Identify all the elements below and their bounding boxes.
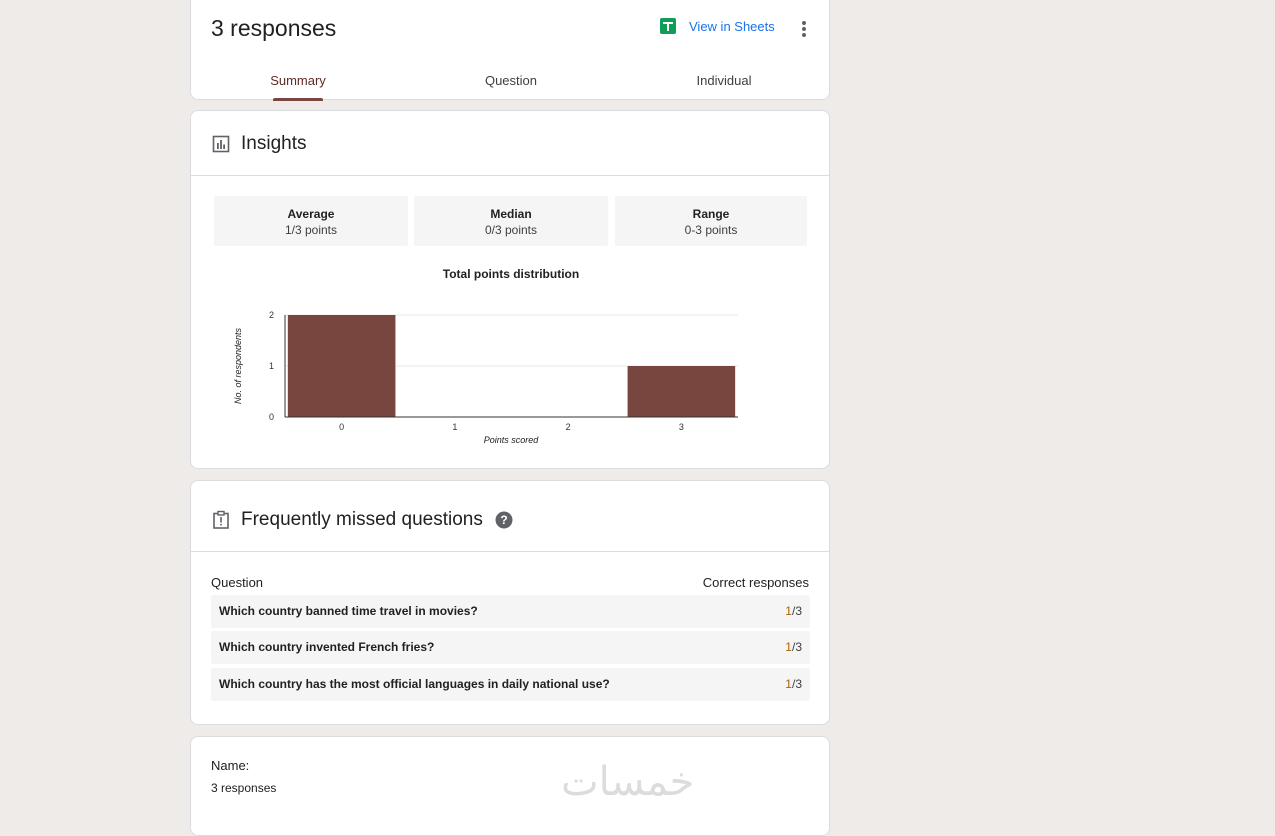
total-count: /3: [791, 640, 802, 654]
correct-count: 1: [785, 604, 792, 618]
insights-header: Insights: [211, 133, 306, 155]
column-correct-header: Correct responses: [702, 575, 809, 590]
chart-bar: [627, 366, 736, 417]
tab-individual[interactable]: Individual: [696, 73, 752, 88]
tab-question[interactable]: Question: [484, 73, 538, 88]
chart-y-tick-label: 0: [269, 412, 274, 422]
chart-title: Total points distribution: [443, 267, 579, 281]
stat-average: Average 1/3 points: [214, 196, 408, 246]
correct-count: 1: [785, 677, 792, 691]
frequently-missed-card: Frequently missed questions ? Question C…: [190, 480, 830, 725]
view-in-sheets-link[interactable]: View in Sheets: [659, 17, 775, 35]
chart-x-tick-label: 3: [679, 422, 684, 432]
chart-y-tick-label: 2: [269, 310, 274, 320]
svg-text:?: ?: [500, 513, 507, 527]
tab-summary[interactable]: Summary: [270, 73, 326, 88]
name-response-count: 3 responses: [211, 781, 277, 795]
stat-median-value: 0/3 points: [484, 223, 538, 237]
insights-card: Insights Average 1/3 points Median 0/3 p…: [190, 110, 830, 469]
missed-question-row: Which country invented French fries? 1/3: [211, 631, 810, 664]
stat-average-label: Average: [287, 207, 335, 221]
chart-x-ticks: 0 1 2 3: [339, 422, 684, 432]
stat-range: Range 0-3 points: [615, 196, 807, 246]
watermark-logo: خمسات: [561, 759, 695, 805]
clipboard-alert-icon: [213, 510, 229, 529]
insights-title: Insights: [241, 133, 307, 154]
chart-x-tick-label: 0: [339, 422, 344, 432]
correct-count: 1: [785, 640, 792, 654]
sheets-icon: [660, 18, 676, 34]
missed-divider: [191, 551, 829, 552]
insights-chart-icon: [212, 135, 230, 153]
chart-y-tick-label: 1: [269, 361, 274, 371]
points-distribution-chart: Total points distribution No. of respond…: [233, 267, 738, 445]
total-count: /3: [791, 604, 802, 618]
insights-divider: [191, 175, 829, 176]
active-tab-indicator: [273, 98, 323, 101]
more-vert-icon[interactable]: [795, 19, 813, 39]
name-question-label: Name:: [211, 758, 250, 773]
response-count-title: 3 responses: [211, 15, 337, 41]
stat-median-label: Median: [490, 207, 532, 221]
chart-bar: [287, 315, 396, 417]
chart-y-ticks: 0 1 2: [269, 310, 274, 422]
question-text: Which country banned time travel in movi…: [219, 604, 478, 618]
missed-question-row: Which country banned time travel in movi…: [211, 595, 810, 628]
chart-y-axis-label: No. of respondents: [233, 327, 243, 404]
stat-range-value: 0-3 points: [684, 223, 738, 237]
chart-x-axis-label: Points scored: [484, 435, 540, 445]
total-count: /3: [791, 677, 802, 691]
missed-title: Frequently missed questions: [241, 509, 483, 530]
correct-score: 1/3: [785, 604, 802, 618]
correct-score: 1/3: [785, 677, 802, 691]
column-question-header: Question: [211, 575, 264, 590]
help-icon[interactable]: ?: [495, 511, 513, 529]
name-question-card: Name: 3 responses خمسات: [190, 736, 830, 836]
missed-header: Frequently missed questions ?: [211, 509, 513, 531]
chart-x-tick-label: 2: [566, 422, 571, 432]
stat-median: Median 0/3 points: [414, 196, 608, 246]
view-in-sheets-label: View in Sheets: [689, 18, 775, 34]
chart-x-tick-label: 1: [452, 422, 457, 432]
question-text: Which country has the most official lang…: [219, 677, 610, 691]
missed-question-row: Which country has the most official lang…: [211, 668, 810, 701]
stat-range-label: Range: [692, 207, 730, 221]
question-text: Which country invented French fries?: [219, 640, 435, 654]
chart-bars: [287, 315, 736, 417]
response-tabs: Summary Question Individual: [191, 73, 829, 101]
responses-header-card: 3 responses View in Sheets Summary Quest…: [190, 0, 830, 101]
stat-average-value: 1/3 points: [284, 223, 338, 237]
correct-score: 1/3: [785, 640, 802, 654]
